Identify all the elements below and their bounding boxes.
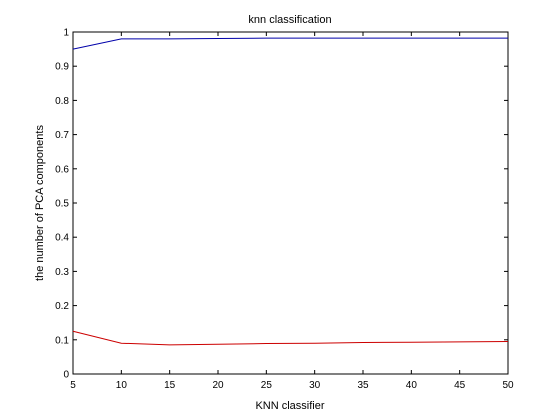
y-tick-label: 0.1 [55,335,69,346]
y-tick-label: 1 [63,28,69,39]
y-tick-label: 0.3 [55,267,69,278]
x-tick-label: 30 [309,380,321,391]
x-tick-label: 5 [70,380,76,391]
y-tick-label: 0.9 [55,62,69,73]
x-tick-label: 10 [116,380,128,391]
x-tick-label: 45 [454,380,466,391]
x-tick-label: 35 [357,380,369,391]
plot-area [73,32,508,374]
y-tick-label: 0.4 [55,233,69,244]
x-tick-label: 50 [502,380,514,391]
y-axis-label: the number of PCA components [34,125,46,281]
y-tick-label: 0.5 [55,199,69,210]
y-tick-label: 0.7 [55,130,69,141]
x-tick-label: 20 [212,380,224,391]
x-axis-label: KNN classifier [255,400,324,412]
chart-title: knn classification [248,14,331,26]
y-tick-label: 0.8 [55,96,69,107]
y-tick-label: 0.2 [55,301,69,312]
y-tick-label: 0.6 [55,164,69,175]
x-tick-label: 25 [261,380,273,391]
y-tick-label: 0 [63,370,69,381]
x-tick-label: 40 [406,380,418,391]
x-tick-label: 15 [164,380,176,391]
